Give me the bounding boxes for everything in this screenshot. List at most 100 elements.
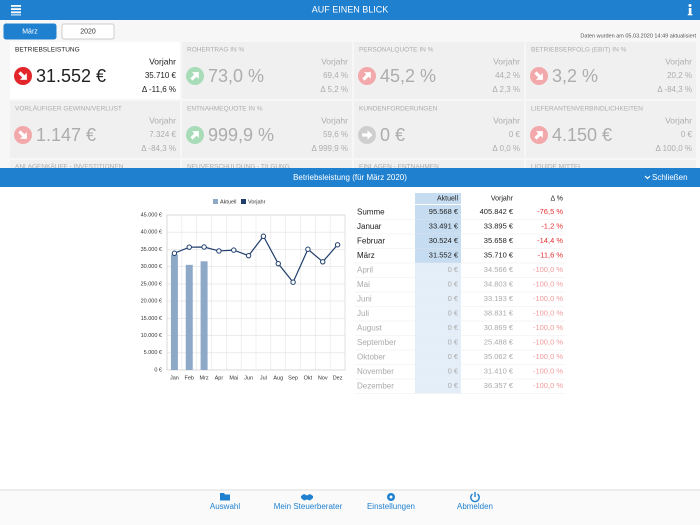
row-label: Mai xyxy=(357,280,370,289)
table-cell: 34.803 € xyxy=(484,280,514,289)
y-tick-label: 40.000 € xyxy=(141,230,162,236)
nav-item[interactable]: Einstellungen xyxy=(367,502,415,511)
tab-label[interactable]: März xyxy=(22,28,38,35)
table-cell: 38.831 € xyxy=(484,309,514,318)
table-cell: 0 € xyxy=(448,338,459,347)
delta-value: Δ -11,6 % xyxy=(142,85,176,94)
table-cell: 0 € xyxy=(448,265,459,274)
gear-hole xyxy=(389,495,393,499)
tab-label[interactable]: 2020 xyxy=(80,28,96,35)
table-cell: 33.895 € xyxy=(484,222,514,231)
delta-value: Δ -84,3 % xyxy=(141,144,176,153)
tile-label: LIQUIDE MITTEL xyxy=(531,164,582,171)
trend-arrow xyxy=(18,130,27,139)
table-cell: 0 € xyxy=(448,381,459,390)
tile-background xyxy=(10,101,180,158)
column-header: Δ % xyxy=(551,195,563,202)
table-cell: 31.410 € xyxy=(484,367,514,376)
aktuell-cell-bg xyxy=(415,205,461,220)
table-cell: 25.488 € xyxy=(484,338,514,347)
table-cell: 31.552 € xyxy=(429,251,459,260)
row-label: August xyxy=(357,323,383,332)
column-header: Vorjahr xyxy=(491,195,514,202)
table-cell: -11,6 % xyxy=(538,251,564,260)
table-cell: 0 € xyxy=(448,352,459,361)
tile-value: 0 € xyxy=(380,125,405,145)
trend-arrow xyxy=(534,131,543,140)
app-title: AUF EINEN BLICK xyxy=(312,4,389,14)
panel-header xyxy=(0,168,700,187)
tile-background[interactable] xyxy=(526,160,696,168)
table-cell: 34.566 € xyxy=(484,265,514,274)
nav-items: Auswahl Mein Steuerberater Einstellungen Ab… xyxy=(210,502,493,511)
tile-value: 1.147 € xyxy=(36,125,96,145)
table-cell: 30.524 € xyxy=(429,236,459,245)
close-label[interactable]: Schließen xyxy=(652,173,688,182)
table-cell: 0 € xyxy=(448,367,459,376)
aktuell-cell-bg xyxy=(415,335,461,350)
aktuell-cell-bg xyxy=(415,263,461,278)
menu-button[interactable] xyxy=(11,5,21,16)
tab[interactable] xyxy=(61,23,115,40)
line-marker xyxy=(334,242,341,248)
power-icon-bar xyxy=(474,492,476,497)
kpi-tile[interactable]: BETRIEBSLEISTUNG 31.552 € Vorjahr 35.710 € Δ… xyxy=(10,42,180,99)
row-label: April xyxy=(357,265,373,274)
line-marker xyxy=(231,247,237,253)
table-cell: 35.710 € xyxy=(484,251,514,260)
row-label: Oktober xyxy=(357,352,386,361)
nav-item[interactable]: Mein Steuerberater xyxy=(274,502,343,511)
row-label: Januar xyxy=(357,222,382,231)
trend-arrow xyxy=(534,71,543,80)
table-cell: 405.842 € xyxy=(480,207,514,216)
tile-background xyxy=(10,42,180,99)
row-label: September xyxy=(357,338,396,347)
trend-arrow xyxy=(190,72,199,81)
kpi-tile[interactable]: ENTNAHMEQUOTE IN % 999,9 % Vorjahr 59,6 % Δ … xyxy=(182,101,352,158)
x-tick-label: Mrz xyxy=(199,375,208,381)
chart: 0 € 5.000 € 10.000 € 15.000 € 20.000 € 25.000… xyxy=(141,199,346,381)
nav-item[interactable]: Auswahl xyxy=(210,502,240,511)
prior-value: 7.324 € xyxy=(149,130,176,139)
prior-value: 20,2 % xyxy=(667,71,692,80)
tab[interactable] xyxy=(3,23,57,40)
tile-value: 45,2 % xyxy=(380,66,436,86)
kpi-tile[interactable]: PERSONALQUOTE IN % 45,2 % Vorjahr 44,2 % Δ 2… xyxy=(354,42,524,99)
table-cell: 36.357 € xyxy=(484,381,514,390)
tile-background[interactable] xyxy=(10,160,180,168)
power-icon xyxy=(470,493,480,503)
line-marker xyxy=(305,246,311,252)
info-button[interactable] xyxy=(687,4,693,16)
prior-value: 0 € xyxy=(509,130,521,139)
tile-label: BETRIEBSLEISTUNG xyxy=(15,47,80,54)
tile-background[interactable] xyxy=(182,160,352,168)
kpi-tile[interactable]: ROHERTRAG IN % 73,0 % Vorjahr 69,4 % Δ 5,2 % xyxy=(182,42,352,99)
kpi-tile[interactable]: LIEFERANTENVERBINDLICHKEITEN 4.150 € Vorja… xyxy=(526,101,696,158)
prior-value: 44,2 % xyxy=(495,71,520,80)
table-cell: -100,0 % xyxy=(533,265,563,274)
tile-label: EINLAGEN - ENTNAHMEN xyxy=(359,164,439,171)
tile-label: ROHERTRAG IN % xyxy=(187,47,245,54)
tile-background xyxy=(182,101,352,158)
kpi-tile[interactable]: BETRIEBSERFOLG (EBIT) IN % 3,2 % Vorjahr 20… xyxy=(526,42,696,99)
aktuell-cell-bg xyxy=(415,248,461,263)
kpi-tile[interactable]: VORLÄUFIGER GEWINN/VERLUST 1.147 € Vorjahr… xyxy=(10,101,180,158)
prior-label: Vorjahr xyxy=(149,115,176,125)
tile-background[interactable] xyxy=(354,160,524,168)
delta-value: Δ 5,2 % xyxy=(320,85,348,94)
table: Aktuell Vorjahr Δ % Summe 95.568 € 405.842 € -… xyxy=(355,193,565,394)
aktuell-header-bg xyxy=(415,193,461,204)
kpi-tile[interactable]: KUNDENFORDERUNGEN 0 € Vorjahr 0 € Δ 0,0 % xyxy=(354,101,524,158)
tile-label: VORLÄUFIGER GEWINN/VERLUST xyxy=(15,105,122,113)
nav-item[interactable]: Abmelden xyxy=(457,502,493,511)
legend-swatch xyxy=(213,199,218,204)
delta-value: Δ 100,0 % xyxy=(656,144,692,153)
y-tick-label: 35.000 € xyxy=(141,247,162,253)
row-label: Juni xyxy=(357,294,372,303)
tile-label: PERSONALQUOTE IN % xyxy=(359,47,434,54)
x-tick-label: Aug xyxy=(273,375,283,381)
row-label: Februar xyxy=(357,236,385,245)
close-button[interactable]: Schließen xyxy=(644,173,688,182)
prior-label: Vorjahr xyxy=(493,115,520,125)
